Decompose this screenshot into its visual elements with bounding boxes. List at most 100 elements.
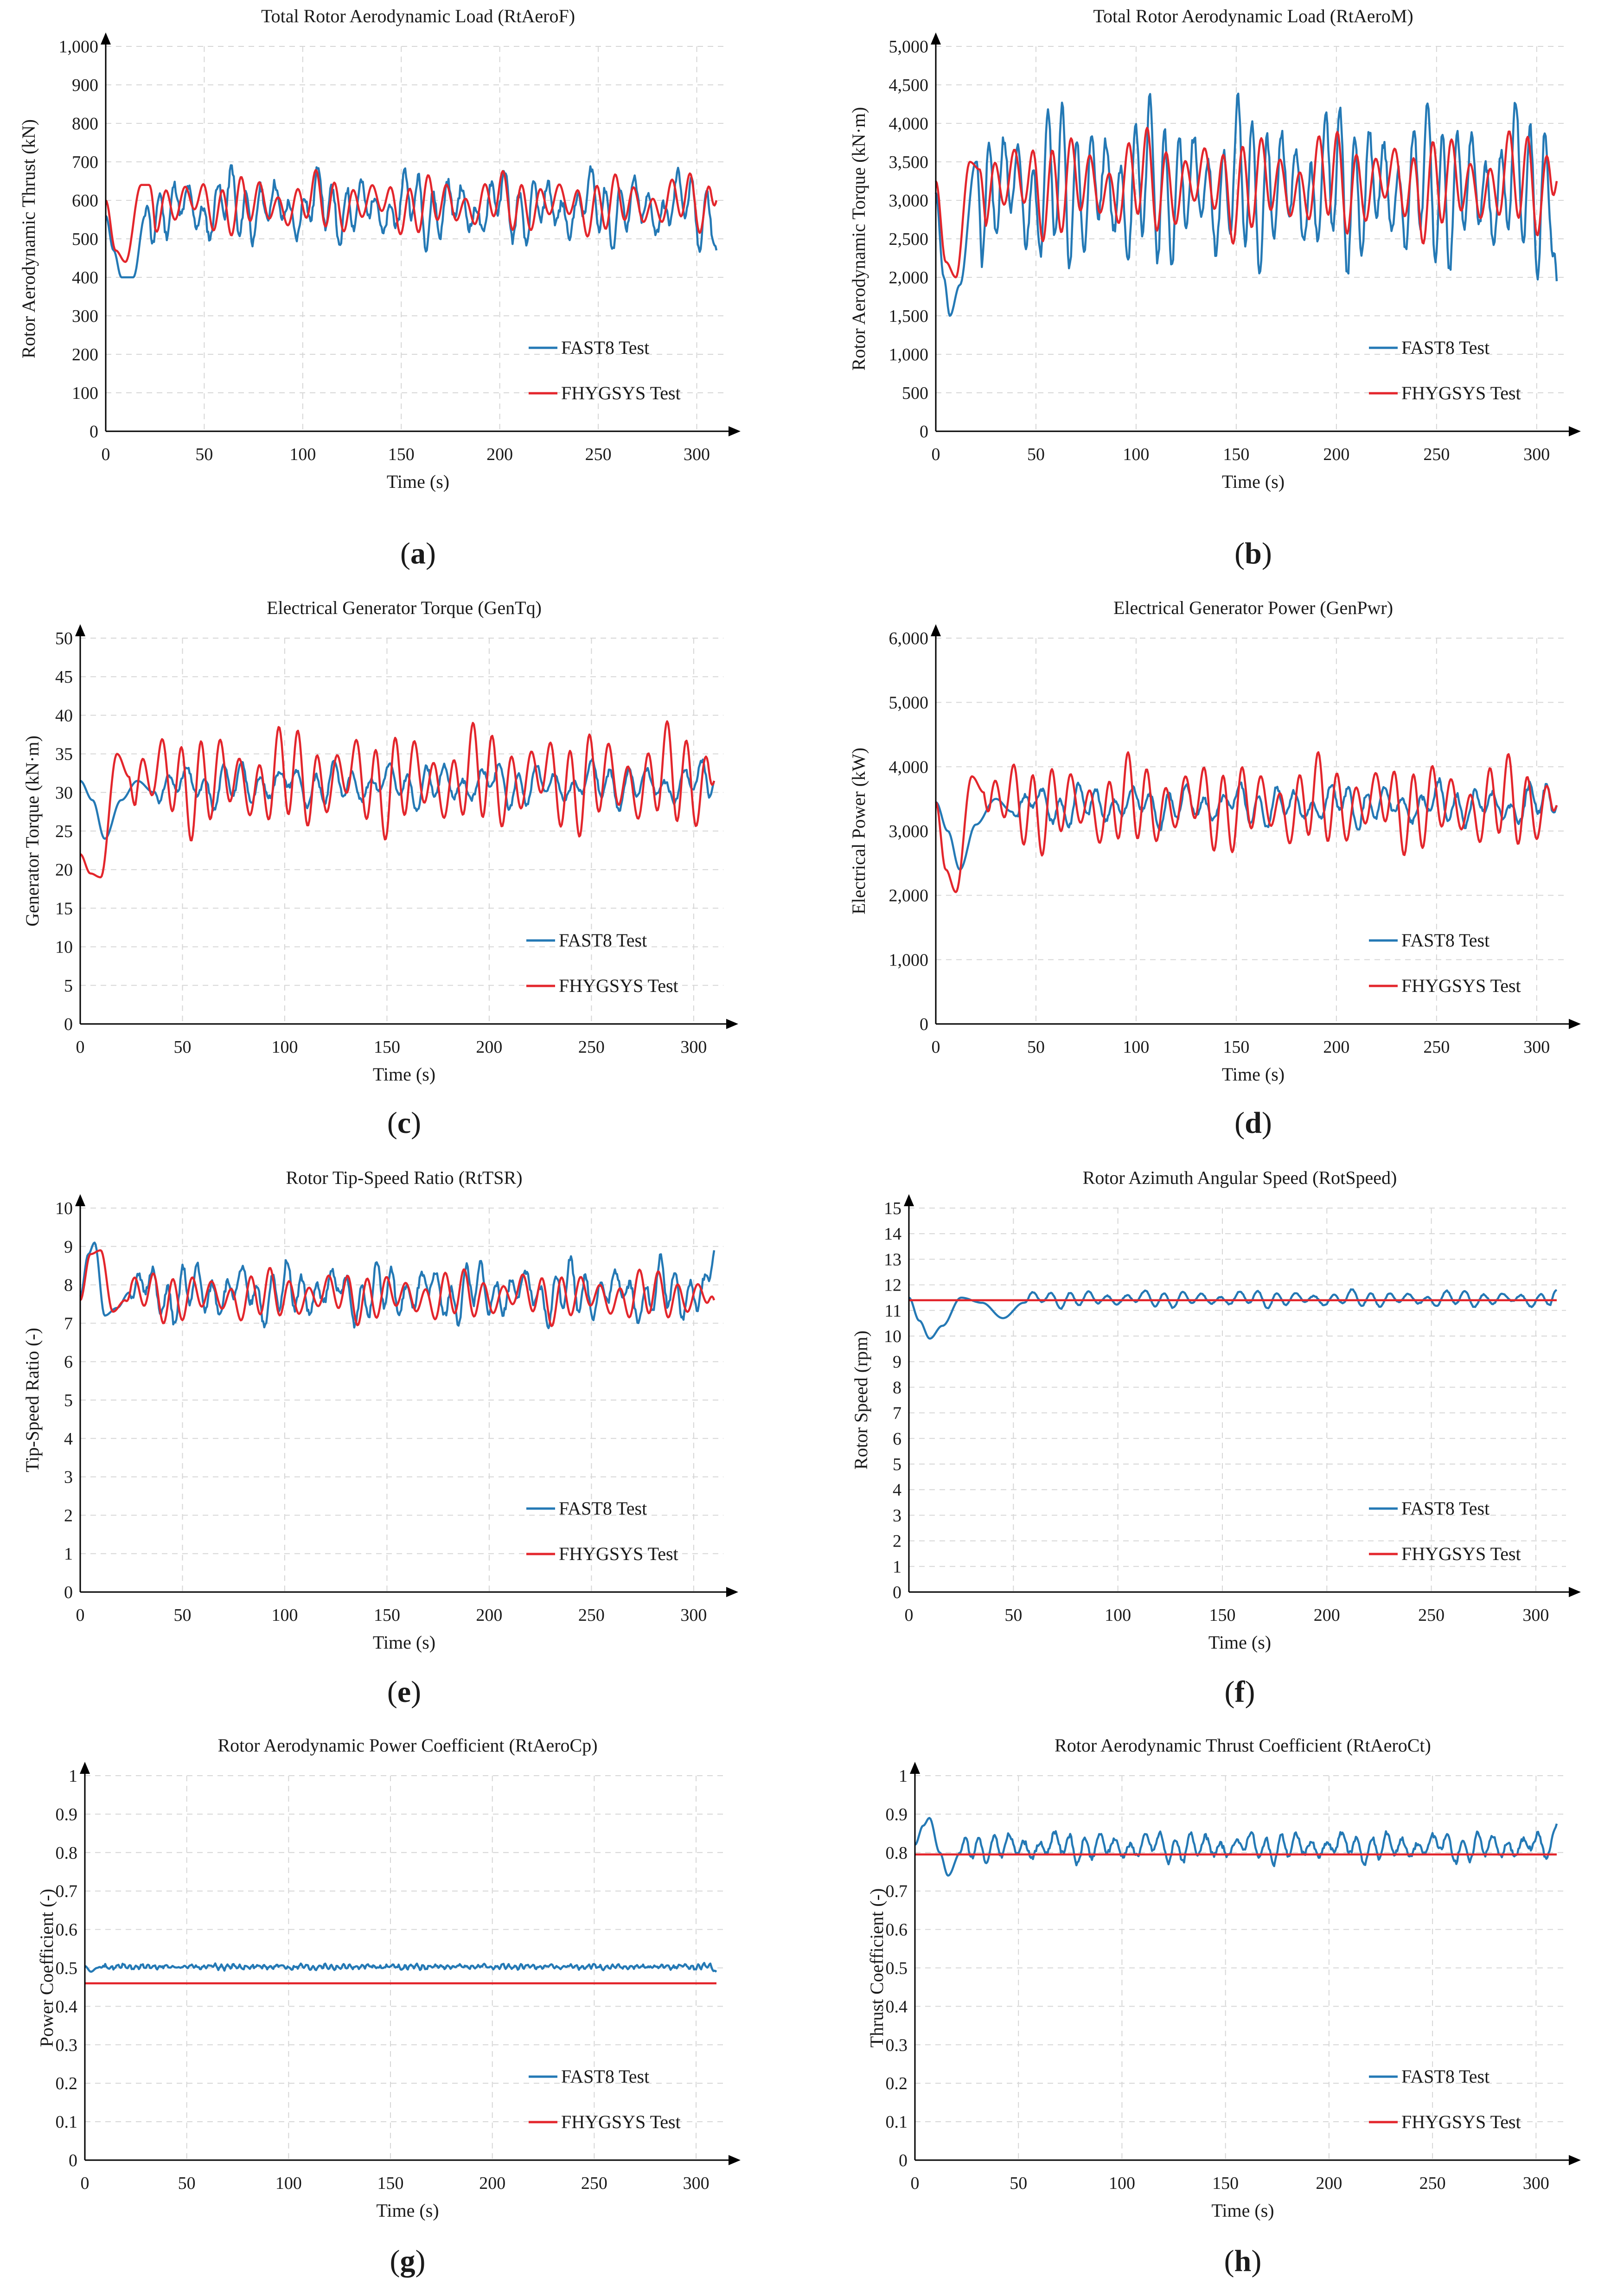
y-tick-label: 4,000 [889,114,929,134]
y-tick-label: 3,000 [889,822,929,841]
x-tick-label: 50 [1004,1605,1022,1625]
y-tick-label: 0.6 [56,1920,78,1940]
y-tick-label: 5 [64,976,73,996]
panel-label: (g) [390,2244,426,2278]
panel-label: (e) [387,1675,421,1709]
y-tick-label: 2,000 [889,886,929,906]
y-tick-label: 1 [69,1766,77,1786]
y-tick-label: 2 [893,1532,901,1551]
y-tick-label: 6 [64,1352,73,1372]
y-tick-label: 0.7 [56,1882,78,1901]
y-tick-label: 5 [893,1455,901,1474]
x-tick-label: 0 [911,2174,920,2193]
x-axis-label: Time (s) [376,2200,439,2221]
x-tick-label: 50 [173,1605,191,1625]
y-tick-label: 0.3 [56,2035,78,2055]
y-tick-label: 0.2 [56,2074,78,2093]
y-axis-arrow [75,1194,85,1206]
y-tick-label: 1 [893,1557,901,1577]
legend-label-fast8: FAST8 Test [1401,930,1489,951]
y-axis-label: Generator Torque (kN·m) [22,735,43,927]
x-tick-label: 100 [1123,1037,1149,1057]
y-axis-label: Rotor Aerodynamic Torque (kN·m) [848,107,869,371]
y-axis-arrow [931,624,941,636]
chart-b: 05001,0001,5002,0002,5003,0003,5004,0004… [848,6,1581,570]
y-axis-arrow [910,1762,920,1774]
x-axis-label: Time (s) [1208,1632,1271,1653]
legend-label-fhygsys: FHYGSYS Test [1401,2111,1521,2132]
y-axis-label: Thrust Coefficient (-) [866,1888,887,2048]
y-tick-label: 0.8 [56,1843,78,1863]
series-line-fast8 [105,164,718,279]
x-tick-label: 300 [1523,445,1550,464]
y-axis-arrow [904,1194,914,1206]
x-tick-label: 100 [1123,445,1149,464]
y-tick-label: 4 [893,1480,901,1500]
panel-label: (f) [1225,1675,1255,1709]
x-tick-label: 250 [578,1037,605,1057]
y-tick-label: 5,000 [889,693,929,713]
panel-label: (h) [1224,2244,1262,2278]
y-tick-label: 0.4 [56,1997,78,2016]
y-tick-label: 9 [893,1352,901,1372]
y-tick-label: 900 [72,76,98,95]
x-tick-label: 0 [81,2174,89,2193]
x-tick-label: 100 [289,445,316,464]
x-tick-label: 50 [178,2174,196,2193]
legend-label-fhygsys: FHYGSYS Test [1401,383,1521,403]
x-tick-label: 300 [680,1037,707,1057]
x-tick-label: 150 [1212,2174,1239,2193]
chart-title: Rotor Tip-Speed Ratio (RtTSR) [286,1167,522,1188]
x-tick-label: 100 [1109,2174,1135,2193]
y-tick-label: 0 [64,1015,73,1034]
series-line-fhygsys [934,127,1558,279]
x-axis-arrow [1569,1019,1581,1029]
series-line-fhygsys [105,169,718,263]
y-tick-label: 5,000 [889,37,929,57]
series-line-fast8 [84,1962,717,1973]
y-tick-label: 0 [64,1583,73,1602]
legend-label-fast8: FAST8 Test [559,1498,647,1519]
y-tick-label: 200 [72,345,98,365]
chart-g: 0 0.1 0.2 0.3 0.4 0.5 0.6 0.7 0.8 0.9 1 0 50 100 150 20… [36,1735,741,2278]
y-tick-label: 14 [884,1224,901,1244]
y-tick-label: 1,500 [889,307,929,326]
y-tick-label: 8 [893,1378,901,1397]
y-tick-label: 20 [55,860,73,880]
y-tick-label: 6 [893,1429,901,1449]
x-tick-label: 200 [476,1605,502,1625]
chart-d: 0 1,000 2,000 3,000 4,000 5,000 6,000 0 50 100 150… [848,597,1581,1140]
x-tick-label: 300 [684,445,710,464]
y-tick-label: 7 [893,1404,901,1423]
series-line-fhygsys [935,751,1558,893]
y-tick-label: 10 [55,938,73,957]
y-tick-label: 0.1 [886,2112,908,2132]
x-axis-arrow [1569,2155,1581,2165]
y-axis-arrow [931,32,941,45]
x-tick-label: 100 [275,2174,302,2193]
x-tick-label: 300 [1523,1037,1550,1057]
y-axis-arrow [80,1762,90,1774]
series-line-fast8 [934,92,1558,317]
y-tick-label: 7 [64,1314,73,1333]
chart-c: 0 5 10 15 20 25 30 35 40 45 50 0 50 100 150 200 250 300 El… [22,597,738,1140]
chart-title: Rotor Aerodynamic Thrust Coefficient (Rt… [1055,1735,1431,1756]
y-tick-label: 8 [64,1276,73,1295]
y-tick-label: 0.9 [886,1805,908,1824]
x-tick-label: 150 [374,1605,400,1625]
series-line-fhygsys [79,1249,716,1327]
x-tick-label: 100 [271,1605,298,1625]
legend-label-fast8: FAST8 Test [561,337,649,358]
y-tick-label: 25 [55,822,73,841]
panel-label: (a) [400,537,436,570]
x-tick-label: 150 [374,1037,400,1057]
x-tick-label: 250 [1423,1037,1450,1057]
y-tick-label: 800 [72,114,98,134]
x-axis-label: Time (s) [1222,1064,1285,1085]
y-tick-label: 0.2 [886,2074,908,2093]
x-axis-label: Time (s) [1222,471,1285,492]
x-tick-label: 200 [1323,445,1349,464]
y-axis-arrow [75,624,85,636]
x-tick-label: 250 [585,445,612,464]
y-tick-label: 1 [899,1766,908,1786]
